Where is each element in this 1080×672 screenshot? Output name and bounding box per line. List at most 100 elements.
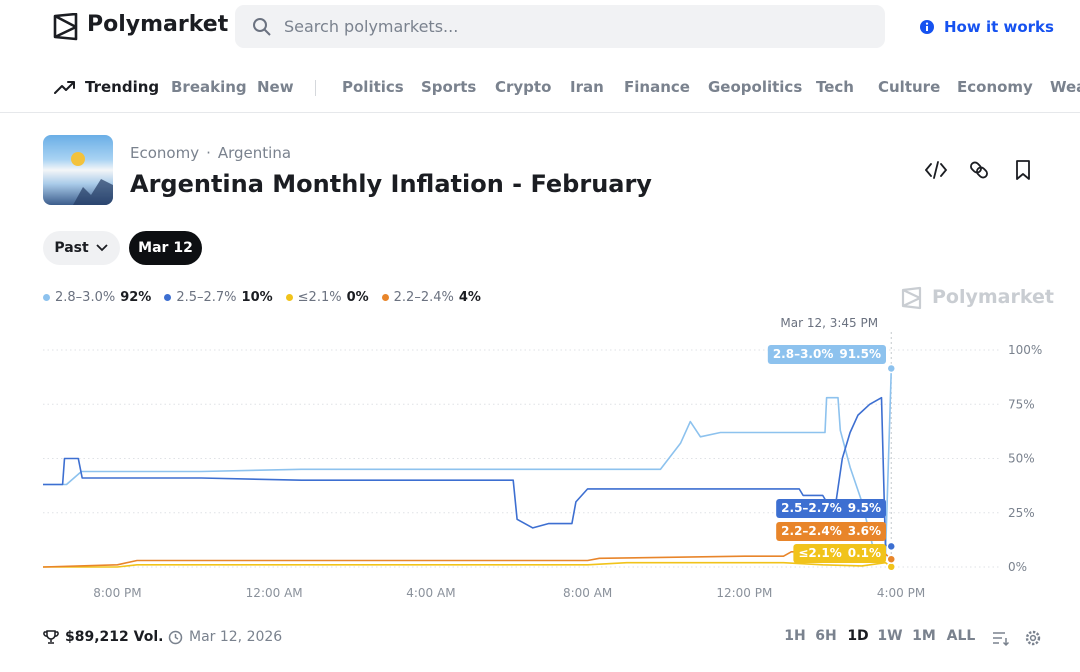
info-icon [920,20,934,34]
tooltip-name: 2.8–3.0% [773,347,834,361]
end-point [886,541,897,552]
legend-item: 2.2–2.4% 4% [381,290,481,305]
breadcrumb-item[interactable]: Argentina [217,144,292,162]
legend-dot [381,294,389,301]
market-title: Argentina Monthly Inflation - February [130,170,652,198]
nav-item[interactable]: Trending [85,78,160,96]
volume: $89,212 Vol. [65,629,164,645]
legend-value: 0% [346,290,369,305]
nav-item[interactable]: Iran [570,78,604,96]
how-it-works[interactable]: How it works [944,18,1054,36]
x-tick-label: 12:00 AM [246,586,303,600]
tooltip-bg [793,544,886,563]
y-tick-label: 25% [1008,506,1035,520]
y-tick-label: 50% [1008,452,1035,466]
chevron [96,244,108,252]
end-point [886,554,897,564]
x-tick-label: 12:00 PM [716,586,772,600]
legend-value: 10% [241,290,273,305]
tooltip-value: 3.6% [848,524,881,538]
x-tick-label: 4:00 AM [406,586,455,600]
legend-name: ≤2.1% [297,290,342,305]
legend-dot [285,294,293,301]
series-line [43,396,892,548]
breadcrumb-sep: · [206,144,211,162]
range-button[interactable]: 1W [877,628,903,644]
embed-icon[interactable] [925,161,948,179]
link-icon[interactable] [969,161,988,179]
nav-item[interactable]: Politics [342,78,404,96]
legend-name: 2.5–2.7% [176,290,237,305]
nav-item[interactable]: Culture [878,78,941,96]
trending-icon [54,81,75,94]
tooltip-name: 2.2–2.4% [781,524,842,538]
tooltip-value: 91.5% [839,347,881,361]
settings-icon[interactable] [1025,630,1041,646]
sort-icon[interactable] [993,632,1010,647]
tooltip-name: ≤2.1% [798,546,841,560]
legend-value: 92% [120,290,152,305]
nav-item[interactable]: Economy [957,78,1033,96]
range-button[interactable]: 6H [815,628,837,644]
legend-name: 2.2–2.4% [393,290,454,305]
filter-button[interactable]: Past [43,231,120,265]
x-tick-label: 8:00 PM [93,586,141,600]
nav-divider [315,80,316,96]
y-tick-label: 0% [1008,560,1027,574]
tooltip-name: 2.5–2.7% [781,501,842,515]
search-placeholder: Search polymarkets... [284,17,459,36]
legend-item: ≤2.1% 0% [285,290,369,305]
legend-dot [43,294,50,301]
filter-label: Past [54,240,89,256]
chart-settings [993,630,1041,647]
clock-icon [168,630,183,645]
nav-item[interactable]: Wea [1050,78,1080,96]
series-line [43,561,892,568]
nav-item[interactable]: Crypto [495,78,552,96]
range-button[interactable]: 1D [847,628,869,644]
tooltip-bg [776,499,886,518]
nav-item[interactable]: Finance [624,78,690,96]
series-tooltip: 3.6% 2.2–2.4% [776,522,886,541]
nav-item[interactable]: Tech [816,78,854,96]
logo-text: Polymarket [87,12,229,37]
legend-item: 2.5–2.7% 10% [164,290,273,305]
legend-value: 4% [458,290,481,305]
breadcrumb-item[interactable]: Economy [130,144,200,162]
breadcrumb: Economy · Argentina [130,144,291,162]
end-point [886,562,897,572]
legend-item: 2.8–3.0% 92% [43,290,151,305]
tooltip-value: 9.5% [848,501,881,515]
trophy-icon [43,630,59,644]
x-tick-label: 8:00 AM [563,586,612,600]
y-tick-label: 100% [1008,343,1042,357]
nav-item[interactable]: New [257,78,294,96]
range-button[interactable]: 1M [912,628,936,644]
filter-button[interactable]: Mar 12 [129,231,202,265]
tooltip-bg [776,522,886,541]
legend-dot [164,294,172,301]
tooltip-value: 0.1% [848,546,881,560]
search-icon [253,18,271,36]
bookmark-icon[interactable] [1016,160,1030,180]
nav-item[interactable]: Breaking [171,78,247,96]
series-tooltip: 91.5% 2.8–3.0% [767,345,886,364]
y-tick-label: 75% [1008,397,1035,411]
chart: 0% 25% 50% 75% 100% 8:00 PM 12:00 AM 4:00 AM 8:0… [42,316,1042,600]
x-tick-label: 4:00 PM [877,586,925,600]
watermark-icon [901,286,922,310]
filter-label: Mar 12 [138,240,193,256]
nav-item[interactable]: Sports [421,78,477,96]
range-button[interactable]: 1H [784,628,806,644]
range-button[interactable]: ALL [946,628,976,644]
hover-label: Mar 12, 3:45 PM [780,316,878,330]
logo-icon [53,13,78,41]
search-box[interactable]: Search polymarkets... [235,5,885,48]
series-tooltip: 9.5% 2.5–2.7% [776,499,886,518]
nav-item[interactable]: Geopolitics [708,78,803,96]
series-tooltip: 0.1% ≤2.1% [793,544,886,563]
watermark: Polymarket [932,286,1054,308]
series-line [43,368,893,560]
market-image [43,135,113,205]
